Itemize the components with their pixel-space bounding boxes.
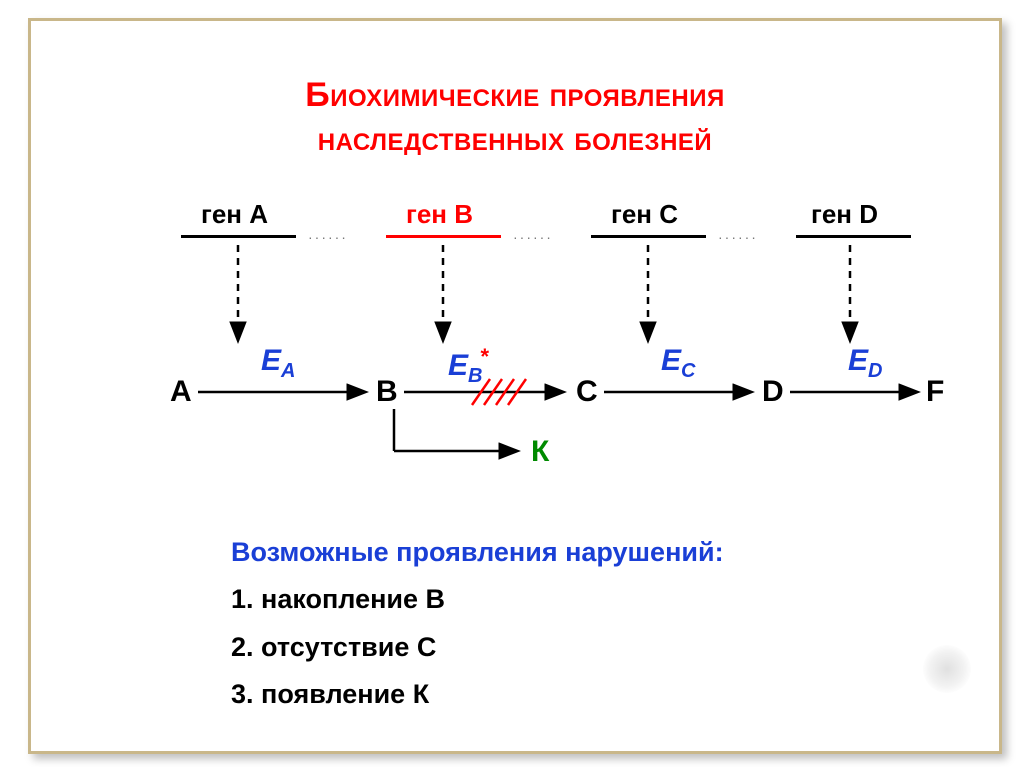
metabolite-k: К <box>531 435 549 469</box>
consequences-item-2: 2. отсутствие С <box>231 624 724 671</box>
enzyme-b: EB* <box>448 344 489 388</box>
enzyme-d: ED <box>848 344 882 383</box>
metabolite-d: D <box>762 375 784 409</box>
metabolite-c: С <box>576 375 598 409</box>
slide-title: Биохимические проявления наследственных … <box>31 73 999 161</box>
consequences-block: Возможные проявления нарушений: 1. накоп… <box>231 529 724 718</box>
consequences-item-3: 3. появление К <box>231 671 724 718</box>
consequences-item-1: 1. накопление В <box>231 576 724 623</box>
metabolite-a: А <box>170 375 192 409</box>
enzyme-c: EC <box>661 344 695 383</box>
title-line-1: Биохимические проявления <box>31 73 999 117</box>
title-line-2: наследственных болезней <box>31 117 999 161</box>
slide-frame: Биохимические проявления наследственных … <box>28 18 1002 754</box>
decorative-shadow-dot <box>923 645 971 693</box>
metabolite-f: F <box>926 375 944 409</box>
pathway-diagram: ген А ген В ген С ген D ······ ······ ··… <box>126 199 906 499</box>
enzyme-a: EA <box>261 344 295 383</box>
consequences-heading: Возможные проявления нарушений: <box>231 529 724 576</box>
metabolite-b: В <box>376 375 398 409</box>
